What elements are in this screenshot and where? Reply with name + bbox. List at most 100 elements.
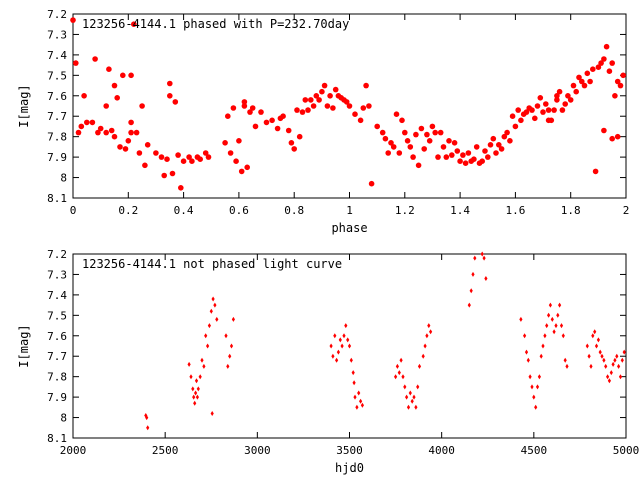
data-point [415,162,422,169]
data-point [562,101,568,107]
data-point [556,312,560,318]
data-point [547,312,551,318]
y-tick-label: 7.7 [47,350,67,363]
data-point [540,109,546,115]
data-point [167,80,173,87]
data-point [493,150,499,156]
data-point [410,398,414,404]
data-point [196,386,200,392]
data-point [556,88,563,95]
y-tick-label: 7.6 [47,330,67,343]
data-point [139,103,145,109]
data-point [490,135,497,142]
data-point [403,384,407,390]
data-point [473,144,480,150]
y-tick-label: 7.8 [47,131,67,144]
data-point [363,82,369,89]
data-point [394,374,398,380]
y-tick-label: 7.7 [47,110,67,123]
y-tick-label: 8.1 [47,432,67,445]
data-point [443,154,450,160]
data-point [554,97,560,103]
data-point [344,323,348,329]
data-point [202,363,206,369]
data-point [509,113,516,119]
data-point [236,138,242,144]
data-series [70,17,626,191]
data-point [92,56,98,62]
data-point [595,64,602,70]
data-point [146,425,150,431]
data-point [352,111,358,117]
x-tick-label: 2 [623,204,630,217]
data-point [142,162,148,169]
data-point [421,146,428,152]
data-point [407,144,414,150]
data-point [313,93,320,99]
data-point [548,302,552,308]
y-tick-label: 7.2 [47,248,67,261]
y-tick-label: 7.3 [47,268,67,281]
data-point [161,172,167,179]
data-point [617,82,624,89]
data-point [558,302,562,308]
data-point [614,133,621,140]
data-point [368,180,375,187]
data-point [359,398,363,404]
data-series [144,251,626,431]
data-point [193,400,197,406]
data-point [606,374,610,380]
data-point [352,380,356,386]
data-point [385,150,392,156]
data-point [613,357,617,363]
data-point [227,150,234,156]
data-point [454,148,461,154]
data-point [519,316,523,322]
data-point [480,251,484,257]
data-point [225,113,231,119]
data-point [408,390,412,396]
chart-title: 123256-4144.1 not phased light curve [82,257,342,271]
data-point [122,146,129,152]
data-point [426,138,433,144]
data-point [457,158,463,164]
x-tick-label: 0 [70,204,77,217]
chart-panel-1: 0 0.2 0.4 0.6 0.8 1 1.2 1.4 1.6 1.8 2 7.2 7.3 7.4 7.5 7… [17,8,629,235]
y-tick-label: 7.3 [47,28,67,41]
data-point [302,97,309,103]
data-point [539,353,543,359]
data-point [528,374,532,380]
data-point [576,74,582,81]
data-point [614,78,621,85]
data-point [584,70,591,77]
data-point [581,82,588,89]
data-point [395,363,399,369]
data-point [413,131,419,138]
data-point [346,337,350,343]
data-point [534,103,541,109]
data-point [164,156,170,162]
y-tick-label: 7.6 [47,90,67,103]
data-point [241,103,248,109]
y-tick-label: 7.2 [47,8,67,21]
y-tick-label: 7.8 [47,371,67,384]
data-point [551,107,557,113]
data-point [178,185,184,191]
data-point [543,101,549,107]
data-point [357,117,364,124]
data-point [274,125,281,132]
data-point [427,323,431,329]
data-point [131,21,137,28]
data-point [467,302,471,308]
y-tick-label: 8 [60,172,67,185]
data-point [404,138,411,144]
data-point [482,148,488,154]
data-point [319,88,325,95]
data-point [244,164,250,171]
data-point [108,127,115,134]
data-point [189,158,195,164]
data-point [504,129,510,136]
data-point [432,129,439,136]
data-point [618,374,623,380]
x-tick-label: 1.6 [505,204,525,217]
